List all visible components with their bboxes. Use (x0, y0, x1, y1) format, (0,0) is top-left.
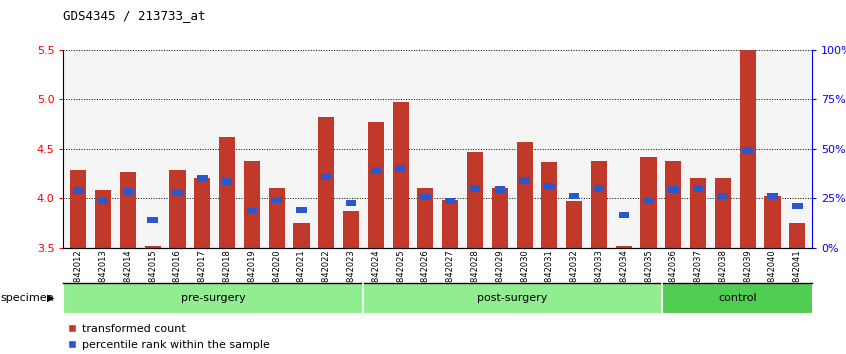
Bar (120, 172, 136, 248)
Bar (145, 246, 161, 248)
Bar (247, 208, 257, 215)
Legend: transformed count, percentile rank within the sample: transformed count, percentile rank withi… (63, 320, 275, 354)
Bar (519, 177, 530, 184)
Bar (393, 102, 409, 248)
Bar (789, 223, 805, 248)
Bar (594, 185, 604, 192)
Bar (541, 161, 558, 248)
Bar (668, 186, 678, 193)
Bar (566, 201, 582, 248)
Bar (690, 178, 706, 248)
Bar (739, 47, 755, 248)
Text: specimen: specimen (0, 293, 54, 303)
Bar (665, 161, 681, 248)
Bar (445, 198, 455, 205)
Bar (643, 198, 654, 205)
Bar (420, 194, 431, 200)
Text: control: control (718, 293, 756, 303)
Bar (296, 207, 307, 213)
Text: post-surgery: post-surgery (477, 293, 548, 303)
Bar (197, 175, 207, 182)
Bar (743, 147, 753, 154)
Bar (70, 171, 86, 248)
Bar (767, 193, 777, 200)
Bar (616, 246, 632, 248)
Bar (765, 196, 781, 248)
Bar (368, 122, 384, 248)
Bar (272, 197, 282, 204)
Bar (73, 187, 84, 194)
Text: ▶: ▶ (47, 293, 55, 303)
Bar (346, 200, 356, 206)
Bar (442, 200, 459, 248)
Bar (147, 217, 158, 223)
Bar (717, 193, 728, 200)
Bar (173, 189, 183, 195)
Bar (123, 188, 133, 194)
Bar (792, 203, 803, 210)
Bar (517, 142, 533, 248)
Bar (268, 188, 285, 248)
Text: GDS4345 / 213733_at: GDS4345 / 213733_at (63, 9, 206, 22)
Bar (640, 156, 656, 248)
Bar (492, 188, 508, 248)
Bar (371, 167, 381, 174)
Bar (321, 173, 332, 180)
Bar (343, 211, 359, 248)
Bar (169, 171, 185, 248)
Bar (95, 190, 111, 248)
Bar (244, 161, 260, 248)
Bar (544, 183, 555, 189)
Bar (618, 212, 629, 218)
Bar (693, 185, 703, 192)
Bar (417, 188, 433, 248)
Text: pre-surgery: pre-surgery (181, 293, 245, 303)
Bar (222, 178, 233, 185)
Bar (195, 178, 211, 248)
Bar (294, 223, 310, 248)
Bar (715, 178, 731, 248)
Bar (495, 186, 505, 193)
Bar (470, 185, 481, 192)
Bar (467, 152, 483, 248)
Bar (219, 137, 235, 248)
Bar (591, 161, 607, 248)
Bar (569, 193, 580, 200)
Bar (98, 198, 108, 205)
Bar (395, 165, 406, 172)
Bar (318, 117, 334, 248)
